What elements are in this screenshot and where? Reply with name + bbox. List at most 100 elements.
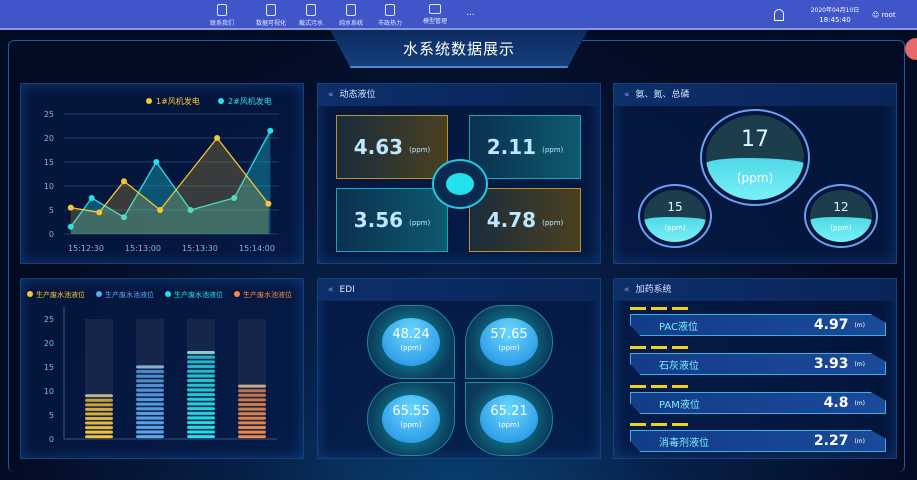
panel-header: «加药系统 <box>614 279 896 301</box>
panel-header: «EDI <box>318 279 600 301</box>
data-point <box>265 200 272 207</box>
edi-card: 65.55 (ppm) <box>367 382 455 456</box>
y-tick-label: 15 <box>44 363 54 372</box>
bar-segment <box>187 402 215 406</box>
bar-segment <box>136 416 164 420</box>
y-tick-label: 5 <box>49 411 54 420</box>
document-icon <box>346 4 356 16</box>
data-point <box>88 195 95 201</box>
nutrient-panel: «氨、氮、总磷 17 (ppm) 15 (ppm) 12 (ppm) <box>613 83 897 264</box>
bar-segment <box>187 421 215 425</box>
panel-header: «动态液位 <box>318 84 600 106</box>
nav-item-heating[interactable]: 市政热力 <box>368 4 412 27</box>
data-point <box>67 204 74 211</box>
y-tick-label: 20 <box>44 134 54 143</box>
edi-card: 57.65 (ppm) <box>465 305 553 379</box>
bar-chart-panel: 生产废水池液位 生产废水池液位 生产废水池液位 生产废水池液位 0 5 10 15 20 25 <box>20 278 304 459</box>
bar-segment <box>238 430 266 434</box>
y-tick-label: 20 <box>44 339 54 348</box>
legend-label: 生产废水池液位 <box>243 290 292 299</box>
nav-item-sewage[interactable]: 截式污水 <box>289 4 333 27</box>
nav-item-pure-water[interactable]: 纯水系统 <box>329 4 373 27</box>
y-tick-label: 25 <box>44 315 54 324</box>
bar-segment <box>238 384 266 388</box>
data-point <box>67 223 74 230</box>
y-tick-label: 5 <box>49 206 54 215</box>
chevron-left-icon: « <box>328 285 334 295</box>
indicator-dot <box>446 173 474 195</box>
bar-segment <box>85 403 113 407</box>
bar-background <box>238 319 266 439</box>
chevron-left-icon: « <box>624 285 630 295</box>
bar-segment <box>85 407 113 411</box>
legend-label: 生产废水池液位 <box>174 290 223 299</box>
gauge-right: 12 (ppm) <box>804 184 878 248</box>
bar-background <box>85 319 113 439</box>
bar-segment <box>187 365 215 369</box>
bar-segment <box>85 421 113 425</box>
legend-marker <box>96 291 102 297</box>
dash-decoration <box>630 385 688 388</box>
date: 2020年04月10日 <box>810 7 860 14</box>
bar-segment <box>136 421 164 425</box>
bar-segment <box>187 360 215 364</box>
y-tick-label: 0 <box>49 230 54 239</box>
bar-segment <box>187 393 215 397</box>
dosing-row: 石灰液位 3.93 (m) <box>630 346 886 375</box>
time: 18:45:40 <box>819 16 851 24</box>
data-point <box>214 135 221 141</box>
gauge-left: 15 (ppm) <box>638 184 712 248</box>
nav-item-visualization[interactable]: 数据可视化 <box>249 4 293 27</box>
y-tick-label: 25 <box>44 110 54 119</box>
gauge-fill <box>644 217 706 242</box>
user-menu[interactable]: ☺ root <box>872 11 896 19</box>
dosing-row: 消毒剂液位 2.27 (m) <box>630 423 886 452</box>
bar-segment <box>238 426 266 429</box>
line-chart: 0 5 10 15 20 25 15:12:30 15:13:00 15:13:30 15:14:… <box>44 96 279 253</box>
y-tick-label: 10 <box>44 182 54 191</box>
bar-segment <box>187 355 215 359</box>
bar-segment <box>136 402 164 406</box>
bar-segment <box>136 365 164 369</box>
nav-item-models[interactable]: 模型管理 <box>413 4 457 25</box>
chevron-left-icon: « <box>624 90 630 100</box>
nav-item-contact[interactable]: 联系我们 <box>200 4 244 27</box>
data-point <box>153 159 160 165</box>
user-icon: ☺ <box>872 11 882 19</box>
bell-icon[interactable] <box>774 9 784 21</box>
bar-segment <box>136 397 164 401</box>
dash-decoration <box>630 423 688 426</box>
center-indicator <box>432 159 488 209</box>
settings-icon[interactable] <box>905 38 917 60</box>
x-tick-label: 15:13:30 <box>182 244 218 253</box>
y-tick-label: 0 <box>49 435 54 444</box>
y-tick-label: 15 <box>44 158 54 167</box>
bar-segment <box>136 411 164 415</box>
page-title: 水系统数据展示 <box>330 30 588 68</box>
more-button[interactable]: ... <box>466 8 475 18</box>
data-point <box>231 195 238 201</box>
bar-segment <box>187 407 215 411</box>
bar-segment <box>136 435 164 439</box>
legend-marker <box>27 291 33 297</box>
panel-header: «氨、氮、总磷 <box>614 84 896 106</box>
level-card: 4.78 (ppm) <box>469 188 581 252</box>
bar-segment <box>85 412 113 416</box>
gauge-fill <box>810 217 872 242</box>
bar-segment <box>187 383 215 387</box>
data-point <box>267 127 274 134</box>
x-tick-label: 15:14:00 <box>239 244 275 253</box>
files-icon <box>385 4 395 16</box>
bar-segment <box>187 411 215 415</box>
bar-segment <box>187 388 215 392</box>
bar-segment <box>136 407 164 411</box>
legend-marker <box>234 291 240 297</box>
bar-segment <box>136 379 164 383</box>
legend-label: 2#风机发电 <box>228 96 272 106</box>
bar-segment <box>136 425 164 429</box>
bar-segment <box>187 397 215 401</box>
chevron-left-icon: « <box>328 90 334 100</box>
bar-segment <box>238 435 266 439</box>
bar-segment <box>238 421 266 425</box>
bar-segment <box>187 430 215 434</box>
